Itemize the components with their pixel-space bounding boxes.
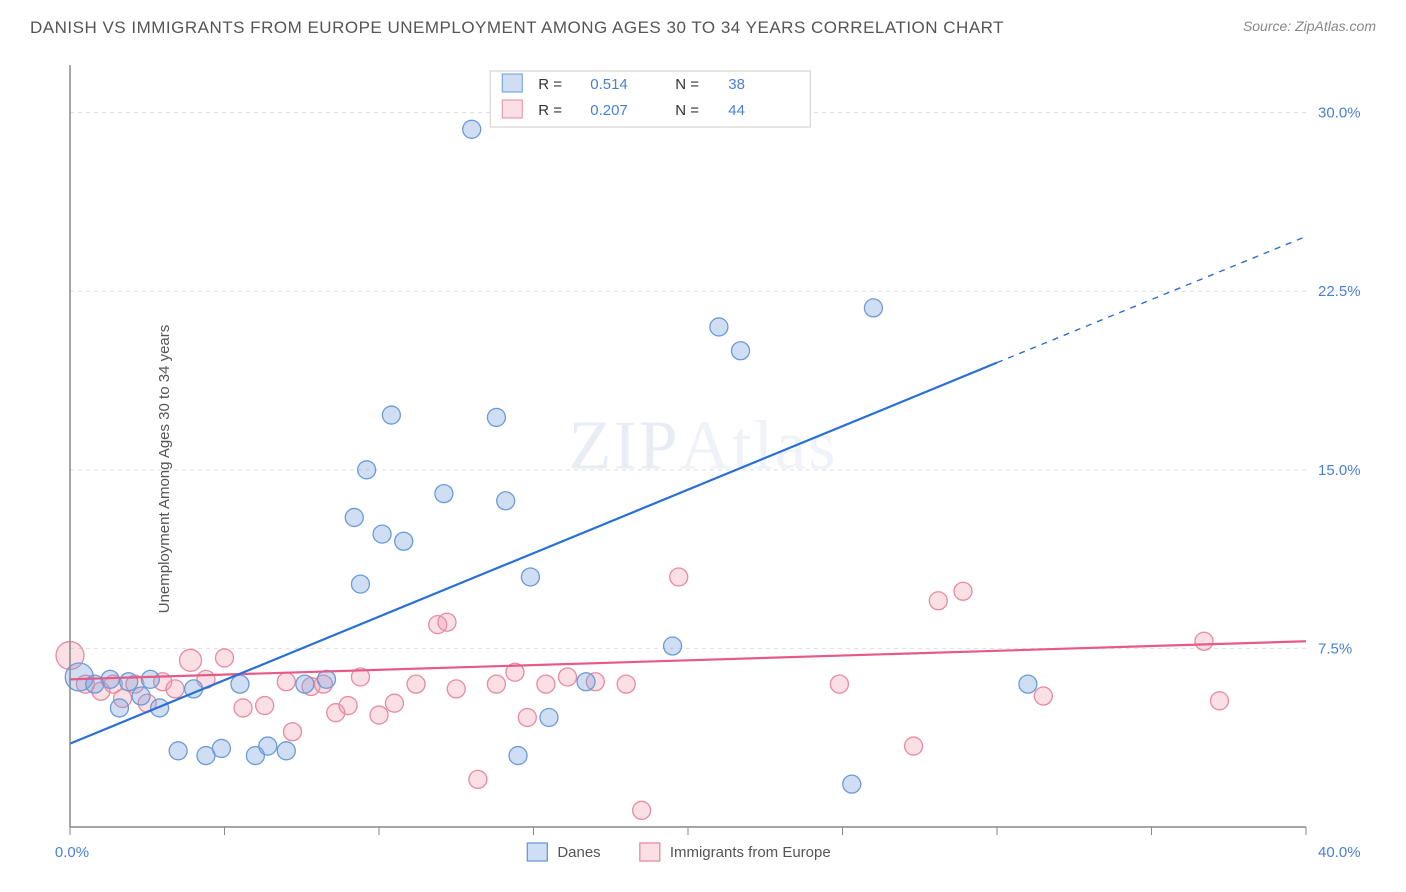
immigrants-point bbox=[558, 668, 576, 686]
y-tick-label: 15.0% bbox=[1318, 462, 1361, 479]
immigrants-point bbox=[180, 649, 202, 671]
danes-point bbox=[463, 120, 481, 138]
danes-point bbox=[710, 318, 728, 336]
danes-point bbox=[864, 299, 882, 317]
danes-point bbox=[540, 708, 558, 726]
danes-point bbox=[169, 742, 187, 760]
danes-point bbox=[351, 575, 369, 593]
danes-point bbox=[277, 742, 295, 760]
immigrants-point bbox=[469, 770, 487, 788]
danes-point bbox=[509, 747, 527, 765]
danes-point bbox=[497, 492, 515, 510]
danes-point bbox=[487, 408, 505, 426]
immigrants-point bbox=[1210, 692, 1228, 710]
legend-n-value: 38 bbox=[728, 76, 745, 93]
danes-point bbox=[521, 568, 539, 586]
x-tick-label: 0.0% bbox=[55, 844, 89, 861]
bottom-legend-swatch bbox=[640, 843, 660, 861]
legend-swatch bbox=[502, 74, 522, 92]
immigrants-point bbox=[166, 680, 184, 698]
immigrants-point bbox=[447, 680, 465, 698]
immigrants-point bbox=[617, 675, 635, 693]
bottom-legend-label: Danes bbox=[557, 844, 600, 861]
immigrants-point bbox=[830, 675, 848, 693]
immigrants-point bbox=[277, 673, 295, 691]
immigrants-point bbox=[385, 694, 403, 712]
immigrants-point bbox=[216, 649, 234, 667]
danes-point bbox=[664, 637, 682, 655]
danes-point bbox=[296, 675, 314, 693]
legend-n-label: N = bbox=[675, 102, 699, 119]
immigrants-point bbox=[518, 708, 536, 726]
immigrants-point bbox=[670, 568, 688, 586]
immigrants-point bbox=[537, 675, 555, 693]
danes-point bbox=[395, 532, 413, 550]
danes-point bbox=[132, 687, 150, 705]
chart-source: Source: ZipAtlas.com bbox=[1243, 18, 1376, 34]
legend-r-label: R = bbox=[538, 102, 562, 119]
immigrants-point bbox=[905, 737, 923, 755]
legend-r-label: R = bbox=[538, 76, 562, 93]
legend-swatch bbox=[502, 100, 522, 118]
immigrants-point bbox=[929, 592, 947, 610]
immigrants-trend-line bbox=[70, 641, 1306, 679]
danes-point bbox=[231, 675, 249, 693]
chart-title: DANISH VS IMMIGRANTS FROM EUROPE UNEMPLO… bbox=[30, 18, 1004, 38]
danes-point bbox=[843, 775, 861, 793]
danes-point bbox=[358, 461, 376, 479]
legend-r-value: 0.207 bbox=[590, 102, 628, 119]
plot-area: Unemployment Among Ages 30 to 34 years 7… bbox=[30, 55, 1376, 882]
danes-point bbox=[382, 406, 400, 424]
immigrants-point bbox=[339, 697, 357, 715]
danes-point bbox=[732, 342, 750, 360]
immigrants-point bbox=[1195, 632, 1213, 650]
y-tick-label: 30.0% bbox=[1318, 105, 1361, 122]
danes-point bbox=[1019, 675, 1037, 693]
legend-n-label: N = bbox=[675, 76, 699, 93]
bottom-legend-label: Immigrants from Europe bbox=[670, 844, 831, 861]
danes-point bbox=[317, 670, 335, 688]
danes-trend-line bbox=[70, 363, 997, 744]
bottom-legend-swatch bbox=[527, 843, 547, 861]
danes-point bbox=[120, 673, 138, 691]
immigrants-point bbox=[256, 697, 274, 715]
immigrants-point bbox=[370, 706, 388, 724]
danes-point bbox=[259, 737, 277, 755]
scatter-chart: 7.5%15.0%22.5%30.0%ZIPAtlas0.0%40.0%R =0… bbox=[30, 55, 1376, 882]
danes-point bbox=[373, 525, 391, 543]
y-axis-label: Unemployment Among Ages 30 to 34 years bbox=[156, 324, 173, 613]
immigrants-point bbox=[487, 675, 505, 693]
immigrants-point bbox=[234, 699, 252, 717]
danes-point bbox=[577, 673, 595, 691]
immigrants-point bbox=[1034, 687, 1052, 705]
danes-point bbox=[110, 699, 128, 717]
danes-point bbox=[345, 508, 363, 526]
immigrants-point bbox=[633, 801, 651, 819]
immigrants-point bbox=[954, 582, 972, 600]
immigrants-point bbox=[438, 613, 456, 631]
danes-point bbox=[212, 739, 230, 757]
legend-n-value: 44 bbox=[728, 102, 745, 119]
danes-point bbox=[141, 670, 159, 688]
y-tick-label: 22.5% bbox=[1318, 283, 1361, 300]
danes-trend-line-dashed bbox=[997, 236, 1306, 362]
immigrants-point bbox=[407, 675, 425, 693]
x-tick-label: 40.0% bbox=[1318, 844, 1361, 861]
y-tick-label: 7.5% bbox=[1318, 640, 1352, 657]
immigrants-point bbox=[283, 723, 301, 741]
danes-point bbox=[435, 485, 453, 503]
legend-r-value: 0.514 bbox=[590, 76, 628, 93]
